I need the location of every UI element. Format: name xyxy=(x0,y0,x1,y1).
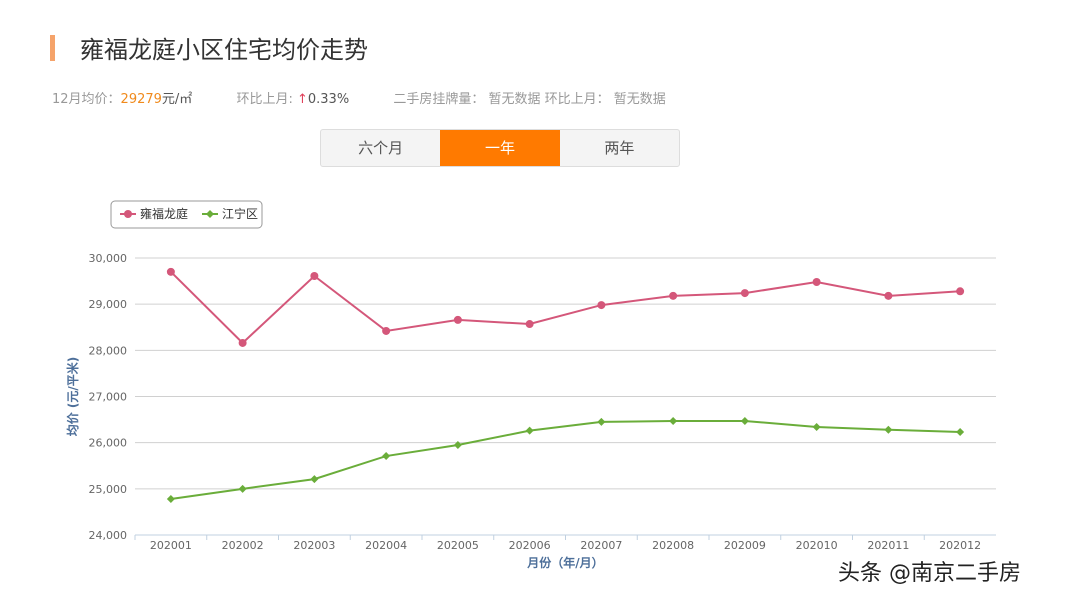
mom-value: 0.33% xyxy=(307,92,350,107)
data-point xyxy=(525,320,534,329)
x-tick-label: 202001 xyxy=(150,539,192,552)
series-line xyxy=(170,419,961,500)
period-tabs: 六个月 一年 两年 xyxy=(320,129,680,167)
y-tick-label: 27,000 xyxy=(89,391,128,404)
listing-mom-value: 暂无数据 xyxy=(613,92,666,107)
avg-unit: 元/㎡ xyxy=(161,92,193,107)
y-tick-label: 30,000 xyxy=(89,252,128,265)
mom-label: 环比上月: xyxy=(236,92,293,107)
legend-marker xyxy=(124,210,132,218)
data-point xyxy=(453,315,462,324)
listing-value: 暂无数据 xyxy=(488,92,541,107)
x-tick-label: 202010 xyxy=(796,539,838,552)
legend-box xyxy=(110,200,263,229)
tab-six-months[interactable]: 六个月 xyxy=(358,139,404,157)
up-arrow-icon: ↑ xyxy=(296,92,308,107)
data-point xyxy=(597,417,606,426)
watermark: 头条 @南京二手房 xyxy=(838,561,1021,586)
data-point xyxy=(597,301,606,310)
tab-one-year[interactable]: 一年 xyxy=(440,130,560,166)
x-tick-label: 202007 xyxy=(580,539,622,552)
data-point xyxy=(238,338,247,347)
data-point xyxy=(956,287,965,296)
data-point xyxy=(669,416,678,425)
x-tick-label: 202006 xyxy=(509,539,551,552)
data-point xyxy=(956,428,965,437)
x-tick-label: 202011 xyxy=(867,539,909,552)
stats-row: 12月均价：29279元/㎡ 环比上月: ↑0.33% 二手房挂牌量： 暂无数据… xyxy=(52,88,666,107)
data-point xyxy=(166,494,175,503)
legend-marker xyxy=(206,210,214,218)
y-tick-label: 25,000 xyxy=(89,483,128,496)
series-line xyxy=(170,271,961,345)
data-point xyxy=(740,416,749,425)
x-axis-title: 月份（年/月） xyxy=(526,555,603,570)
listing-mom-label: 环比上月： xyxy=(544,92,610,107)
y-tick-label: 28,000 xyxy=(89,344,128,357)
listing-label: 二手房挂牌量： xyxy=(393,92,485,107)
x-tick-label: 202008 xyxy=(652,539,694,552)
y-tick-label: 29,000 xyxy=(89,298,128,311)
y-tick-label: 24,000 xyxy=(89,529,128,542)
legend-label: 江宁区 xyxy=(222,206,258,221)
avg-label: 12月均价： xyxy=(52,92,121,107)
data-point xyxy=(310,475,319,484)
y-tick-label: 26,000 xyxy=(89,437,128,450)
x-tick-label: 202004 xyxy=(365,539,407,552)
data-point xyxy=(812,422,821,431)
data-point xyxy=(238,484,247,493)
data-point xyxy=(310,272,319,281)
data-point xyxy=(382,326,391,335)
page-title: 雍福龙庭小区住宅均价走势 xyxy=(80,36,368,64)
x-tick-label: 202005 xyxy=(437,539,479,552)
y-axis-title: 均价 (元/平米) xyxy=(65,357,80,437)
x-tick-label: 202009 xyxy=(724,539,766,552)
data-point xyxy=(740,289,749,298)
data-point xyxy=(382,452,391,461)
tab-two-years[interactable]: 两年 xyxy=(604,139,635,157)
data-point xyxy=(453,440,462,449)
avg-value: 29279 xyxy=(120,92,162,107)
data-point xyxy=(669,291,678,300)
x-tick-label: 202012 xyxy=(939,539,981,552)
data-point xyxy=(525,426,534,435)
title-accent xyxy=(50,35,55,61)
x-tick-label: 202002 xyxy=(222,539,264,552)
data-point xyxy=(884,425,893,434)
legend-label: 雍福龙庭 xyxy=(140,206,188,221)
data-point xyxy=(884,291,893,300)
data-point xyxy=(166,267,175,276)
data-point xyxy=(812,278,821,287)
x-tick-label: 202003 xyxy=(293,539,335,552)
